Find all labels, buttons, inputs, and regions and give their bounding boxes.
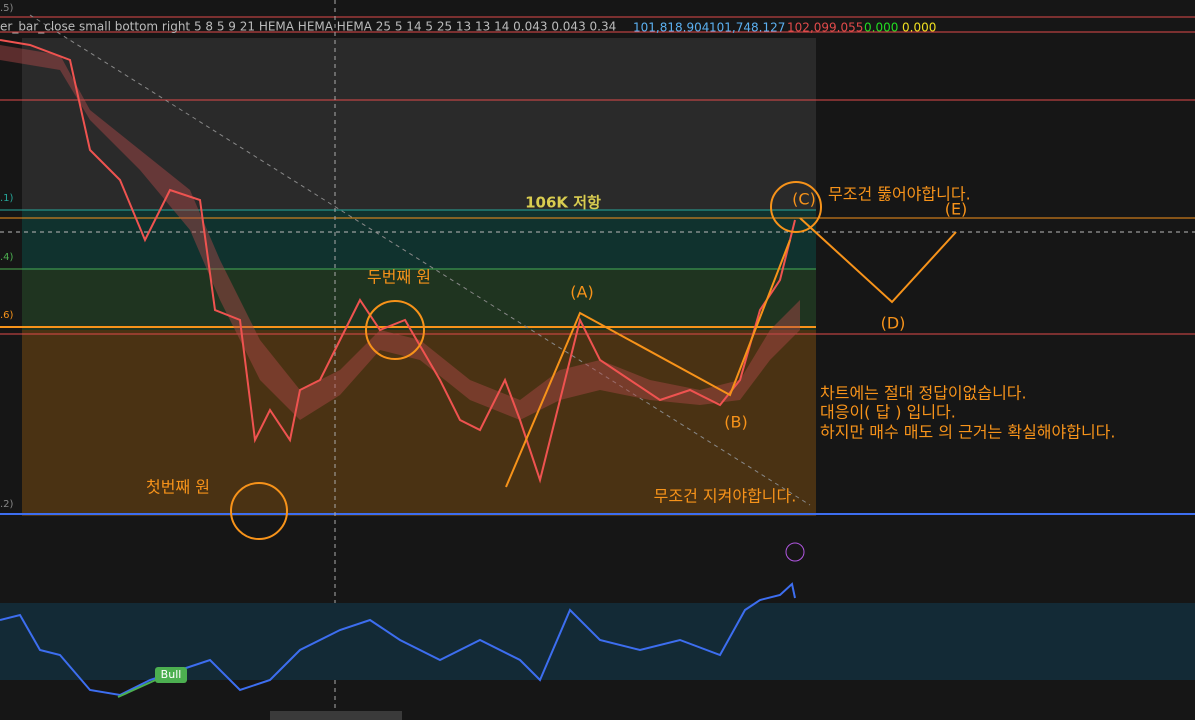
header-value: 101,818.904 — [633, 21, 709, 35]
header-value: 0.000 — [902, 21, 936, 35]
annotation: 무조건 뚫어야합니다. — [828, 185, 971, 204]
level-label: .6) — [0, 310, 14, 321]
zone-teal — [22, 210, 816, 270]
price-line — [0, 39, 796, 484]
wave-label: (E) — [945, 200, 968, 219]
badge-text: Bull — [161, 668, 182, 681]
ema-ribbon — [0, 45, 800, 420]
indicator-text: er_bar_close small bottom right 5 8 5 9 … — [0, 20, 616, 34]
wave-line — [505, 239, 791, 488]
wave-label: (A) — [570, 283, 593, 302]
annotation: 무조건 지켜야합니다. — [654, 487, 797, 506]
wave-label: (B) — [724, 413, 747, 432]
resistance-label: 106K 저항 — [525, 194, 601, 212]
trend-line — [29, 14, 811, 506]
level-label: .5) — [0, 3, 14, 14]
oscillator-line — [0, 582, 796, 697]
zone-gray — [22, 38, 816, 210]
circle-first — [230, 482, 288, 540]
circle-c — [770, 181, 822, 233]
projection-line — [799, 217, 957, 304]
annotation: 첫번째 원 — [146, 478, 210, 497]
header-value: 102,099.055 — [787, 21, 863, 35]
level-label: .4) — [0, 252, 14, 263]
annotation: 두번째 원 — [367, 268, 431, 287]
wave-label: (D) — [881, 314, 906, 333]
bull-line — [117, 677, 161, 698]
wave-label: (C) — [792, 190, 816, 209]
header-value: 0.000 — [864, 21, 898, 35]
header-value: 101,748.127 — [709, 21, 785, 35]
note-line: 차트에는 절대 정답이없습니다. — [820, 384, 1027, 403]
zone-green — [22, 270, 816, 330]
event-icon[interactable] — [785, 542, 805, 562]
bull-badge — [155, 667, 187, 683]
circle-second — [365, 300, 425, 360]
zone-orange — [22, 330, 816, 516]
level-label: .1) — [0, 193, 14, 204]
level-label: .2) — [0, 499, 14, 510]
scrollbar[interactable] — [270, 711, 402, 720]
oscillator-band — [0, 603, 1195, 680]
note-line: 대응이( 답 ) 입니다. — [820, 403, 956, 422]
note-line: 하지만 매수 매도 의 근거는 확실해야합니다. — [820, 423, 1115, 442]
